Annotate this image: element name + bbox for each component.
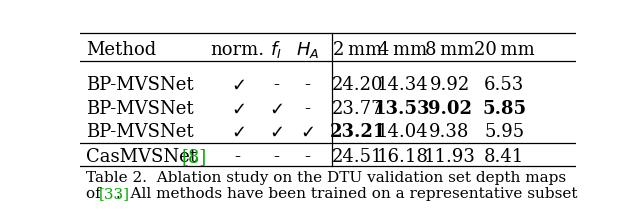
Text: 5.95: 5.95 [484, 123, 524, 141]
Text: 23.77: 23.77 [332, 100, 383, 118]
Text: 9.92: 9.92 [429, 76, 470, 94]
Text: 16.18: 16.18 [376, 148, 428, 166]
Text: 8 mm: 8 mm [425, 41, 474, 59]
Text: $f_I$: $f_I$ [270, 39, 282, 60]
Text: CasMVSNet: CasMVSNet [86, 148, 203, 166]
Text: 13.53: 13.53 [374, 100, 431, 118]
Text: 6.53: 6.53 [484, 76, 524, 94]
Text: 11.93: 11.93 [424, 148, 476, 166]
Text: 9.02: 9.02 [428, 100, 472, 118]
Text: BP-MVSNet: BP-MVSNet [86, 100, 193, 118]
Text: $\checkmark$: $\checkmark$ [231, 100, 244, 118]
Text: 4 mm: 4 mm [378, 41, 427, 59]
Text: -: - [273, 76, 279, 94]
Text: 5.85: 5.85 [482, 100, 526, 118]
Text: of: of [86, 187, 106, 201]
Text: 20 mm: 20 mm [474, 41, 534, 59]
Text: Table 2.  Ablation study on the DTU validation set depth maps: Table 2. Ablation study on the DTU valid… [86, 171, 566, 185]
Text: 14.34: 14.34 [376, 76, 428, 94]
Text: -: - [304, 76, 310, 94]
Text: $\checkmark$: $\checkmark$ [300, 123, 314, 141]
Text: Method: Method [86, 41, 156, 59]
Text: 9.38: 9.38 [429, 123, 470, 141]
Text: -: - [304, 148, 310, 166]
Text: $\checkmark$: $\checkmark$ [269, 100, 283, 118]
Text: .  All methods have been trained on a representative subset: . All methods have been trained on a rep… [116, 187, 577, 201]
Text: [8]: [8] [181, 148, 207, 166]
Text: [33]: [33] [99, 187, 130, 201]
Text: BP-MVSNet: BP-MVSNet [86, 76, 193, 94]
Text: 23.21: 23.21 [330, 123, 386, 141]
Text: -: - [273, 148, 279, 166]
Text: -: - [235, 148, 241, 166]
Text: 2 mm: 2 mm [333, 41, 382, 59]
Text: $H_A$: $H_A$ [296, 40, 319, 60]
Text: $\checkmark$: $\checkmark$ [269, 123, 283, 141]
Text: 24.20: 24.20 [332, 76, 383, 94]
Text: -: - [304, 100, 310, 118]
Text: 8.41: 8.41 [484, 148, 524, 166]
Text: $\checkmark$: $\checkmark$ [231, 76, 244, 94]
Text: 24.51: 24.51 [332, 148, 383, 166]
Text: $\checkmark$: $\checkmark$ [231, 123, 244, 141]
Text: BP-MVSNet: BP-MVSNet [86, 123, 193, 141]
Text: norm.: norm. [211, 41, 265, 59]
Text: 14.04: 14.04 [376, 123, 428, 141]
